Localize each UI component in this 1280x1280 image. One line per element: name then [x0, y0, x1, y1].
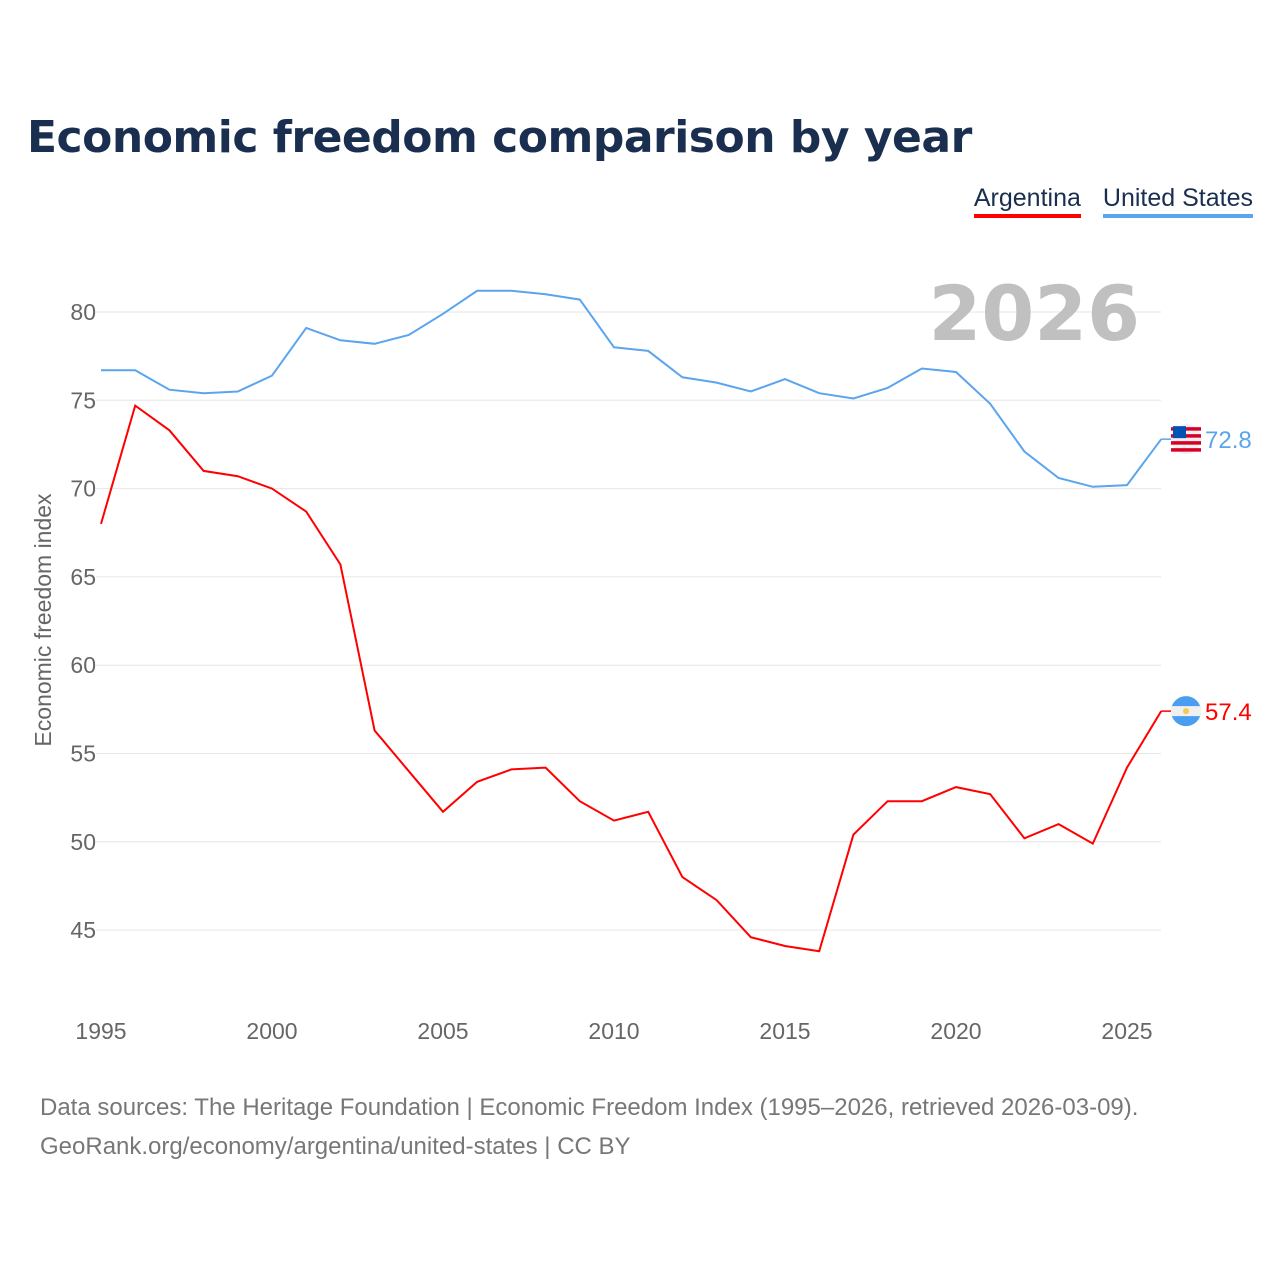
legend: Argentina United States [973, 184, 1253, 218]
legend-united-states[interactable]: United States [1102, 184, 1253, 218]
x-tick-label: 1995 [75, 1018, 126, 1044]
y-tick-label: 80 [70, 299, 96, 325]
argentina-flag-sun [1183, 708, 1189, 715]
end-value-label: 57.4 [1205, 699, 1252, 726]
footer: Data sources: The Heritage Foundation | … [40, 1088, 1138, 1166]
end-value-label: 72.8 [1205, 427, 1252, 454]
attribution: GeoRank.org/economy/argentina/united-sta… [40, 1133, 631, 1160]
us-flag-canton [1173, 426, 1186, 439]
x-tick-label: 2015 [759, 1018, 810, 1044]
y-tick-label: 50 [70, 829, 96, 855]
legend-argentina[interactable]: Argentina [973, 184, 1081, 218]
y-tick-label: 55 [70, 741, 96, 767]
series-line-argentina [100, 403, 1163, 953]
us-flag-stripe [1171, 441, 1201, 445]
x-tick-label: 2020 [930, 1018, 981, 1044]
x-tick-label: 2010 [588, 1018, 639, 1044]
y-tick-label: 75 [70, 387, 96, 413]
x-tick-label: 2000 [246, 1018, 297, 1044]
y-tick-label: 45 [70, 917, 96, 943]
series-line-united-states [101, 289, 1163, 488]
us-flag-stripe [1171, 448, 1201, 452]
data-source: Data sources: The Heritage Foundation | … [40, 1094, 1139, 1121]
y-tick-label: 70 [70, 476, 96, 502]
y-tick-label: 60 [70, 652, 96, 678]
chart-title: Economic freedom comparison by year [27, 112, 972, 163]
y-tick-label: 65 [70, 564, 96, 590]
y-axis-label: Economic freedom index [30, 493, 56, 747]
year-watermark: 2026 [928, 269, 1140, 358]
x-tick-label: 2005 [417, 1018, 468, 1044]
x-tick-label: 2025 [1101, 1018, 1152, 1044]
